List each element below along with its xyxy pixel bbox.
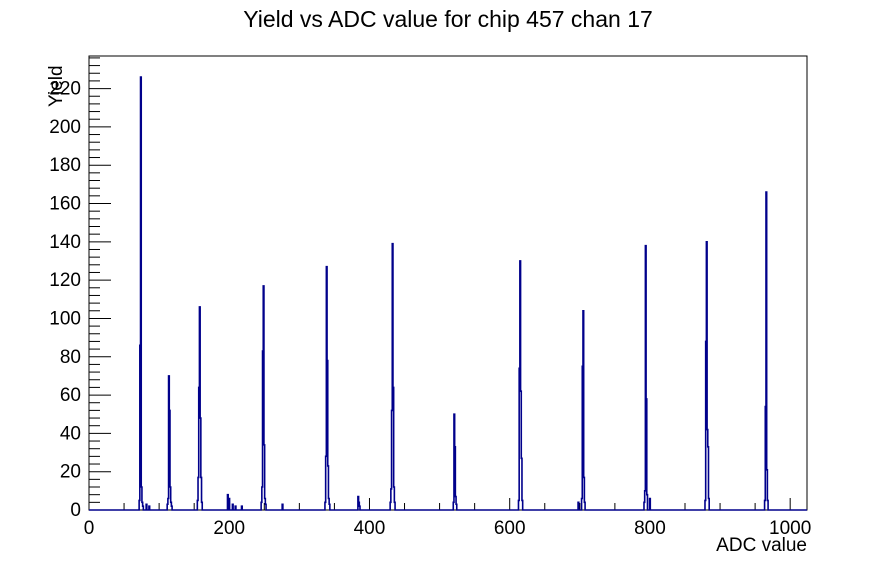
chart-title: Yield vs ADC value for chip 457 chan 17 — [243, 6, 653, 32]
y-tick-label: 200 — [49, 117, 81, 138]
x-tick-label: 1000 — [769, 518, 811, 539]
y-axis-title: Yield — [46, 65, 67, 107]
x-tick-label: 400 — [354, 518, 386, 539]
y-tick-label: 180 — [49, 155, 81, 176]
x-tick-label: 800 — [634, 518, 666, 539]
y-tick-label: 60 — [60, 385, 81, 406]
y-tick-label: 100 — [49, 308, 81, 329]
x-tick-label: 0 — [84, 518, 95, 539]
x-axis-title: ADC value — [716, 535, 807, 556]
y-tick-label: 80 — [60, 347, 81, 368]
y-tick-label: 20 — [60, 462, 81, 483]
histogram-path — [89, 76, 807, 511]
x-tick-label: 600 — [494, 518, 526, 539]
y-tick-label: 0 — [70, 500, 81, 521]
y-tick-label: 140 — [49, 232, 81, 253]
y-tick-label: 40 — [60, 423, 81, 444]
y-tick-label: 120 — [49, 270, 81, 291]
y-tick-label: 160 — [49, 194, 81, 215]
y-tick-label: 220 — [49, 79, 81, 100]
plot-frame — [88, 55, 808, 511]
x-tick-label: 200 — [213, 518, 245, 539]
